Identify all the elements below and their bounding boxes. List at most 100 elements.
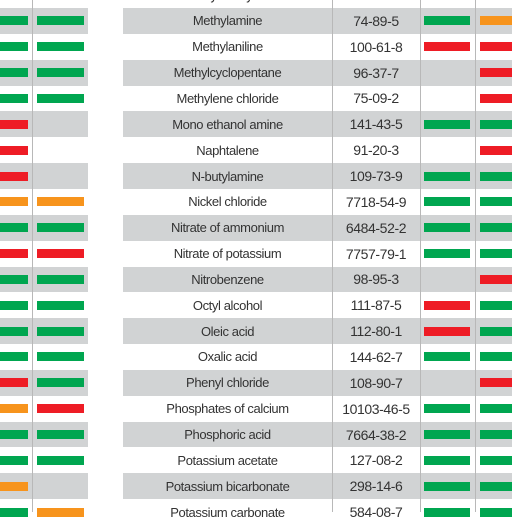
rating-bar	[37, 300, 84, 310]
chemical-name: Potassium carbonate	[170, 504, 285, 520]
cas-number: 7664-38-2	[345, 426, 407, 443]
column-divider	[332, 0, 333, 512]
rating-bar	[0, 274, 28, 284]
rating-bar	[480, 507, 512, 517]
chemical-name: Phosphoric acid	[184, 427, 271, 443]
chemical-name: Nitrobenzene	[191, 271, 264, 287]
rating-bar	[0, 68, 28, 78]
chemical-name: Phenyl chloride	[186, 375, 269, 391]
rating-bar	[480, 249, 512, 259]
rating-bar	[37, 378, 84, 388]
rating-bar	[0, 16, 28, 26]
chemical-name: Potassium bicarbonate	[165, 478, 290, 494]
rating-bar	[424, 300, 470, 310]
cas-number: 108-90-7	[349, 374, 403, 391]
rating-bar	[424, 507, 470, 517]
chemical-name: Mono ethanol amine	[172, 116, 283, 132]
row-background	[123, 59, 512, 86]
rating-bar	[480, 145, 512, 155]
rating-bar	[480, 197, 512, 207]
rating-bar	[0, 249, 28, 259]
cas-number: 141-43-5	[349, 116, 403, 133]
rating-bar	[37, 223, 84, 233]
rating-bar	[37, 352, 84, 362]
chemical-name: Methylene chloride	[176, 90, 279, 106]
cas-number: 144-62-7	[349, 348, 403, 365]
chemical-name: Methylamine	[192, 13, 263, 29]
rating-bar	[480, 378, 512, 388]
chemical-name: N-butylamine	[191, 168, 264, 184]
rating-bar	[37, 68, 84, 78]
rating-bar	[424, 223, 470, 233]
cas-number: 75-09-2	[353, 90, 399, 107]
chemical-name: Nickel chloride	[188, 194, 267, 210]
rating-bar	[480, 300, 512, 310]
cas-number: 96-37-7	[353, 64, 399, 81]
rating-bar	[0, 197, 28, 207]
chemical-name: Methylaniline	[192, 39, 263, 55]
rating-bar	[37, 42, 84, 52]
rating-bar	[0, 93, 28, 103]
cas-number: 298-14-6	[349, 478, 403, 495]
rating-bar	[480, 352, 512, 362]
cas-number: 98-95-3	[353, 271, 399, 288]
rating-bar	[480, 455, 512, 465]
rating-bar	[37, 404, 84, 414]
cas-number: 112-80-1	[350, 323, 402, 340]
rating-bar	[0, 481, 28, 491]
rating-bar	[0, 300, 28, 310]
cas-number: 127-08-2	[349, 452, 403, 469]
rating-bar	[0, 507, 28, 517]
column-divider	[475, 0, 476, 512]
cas-number: 100-61-8	[349, 38, 403, 55]
rating-bar	[37, 93, 84, 103]
rating-bar	[0, 119, 28, 129]
cas-number: 6484-52-2	[345, 219, 407, 236]
rating-bar	[424, 249, 470, 259]
cas-number: 584-08-7	[349, 504, 403, 521]
chemical-name: Nitrate of ammonium	[170, 220, 285, 236]
rating-bar	[37, 430, 84, 440]
cas-number: 91-20-3	[353, 142, 399, 159]
chemical-name: Methylcyclopentane	[173, 65, 282, 81]
rating-bar	[0, 352, 28, 362]
cas-number: 7718-54-9	[345, 193, 407, 210]
row-background	[123, 266, 512, 293]
rating-bar	[37, 274, 84, 284]
rating-bar	[480, 481, 512, 491]
rating-bar	[480, 68, 512, 78]
chemical-name: Oleic acid	[200, 323, 255, 339]
rating-bar	[0, 404, 28, 414]
chemical-name: Oxalic acid	[197, 349, 258, 365]
rating-bar	[37, 16, 84, 26]
rating-bar	[37, 249, 84, 259]
rating-bar	[480, 119, 512, 129]
rating-bar	[480, 326, 512, 336]
chemical-name: Naphtalene	[196, 142, 259, 158]
cas-number: 74-89-5	[353, 12, 399, 29]
chemical-name: Nitrate of potassium	[173, 246, 282, 262]
rating-bar	[480, 171, 512, 181]
rating-bar	[424, 171, 470, 181]
chemical-name: Methyl salicylate	[123, 0, 332, 8]
rating-bar	[480, 93, 512, 103]
rating-bar	[424, 16, 470, 26]
rating-bar	[424, 455, 470, 465]
chemical-name: Potassium acetate	[177, 452, 278, 468]
rating-bar	[480, 42, 512, 52]
cas-number: 111-87-5	[350, 297, 402, 314]
rating-bar	[480, 16, 512, 26]
rating-bar	[0, 378, 28, 388]
rating-bar	[480, 404, 512, 414]
rating-bar	[480, 430, 512, 440]
chemical-name: Phosphates of calcium	[166, 401, 289, 417]
rating-bar	[0, 171, 28, 181]
rating-bar	[0, 326, 28, 336]
row-background	[123, 369, 512, 396]
rating-bar	[37, 326, 84, 336]
rating-bar	[424, 119, 470, 129]
rating-bar	[424, 326, 470, 336]
rating-bar	[0, 145, 28, 155]
rating-bar	[0, 455, 28, 465]
